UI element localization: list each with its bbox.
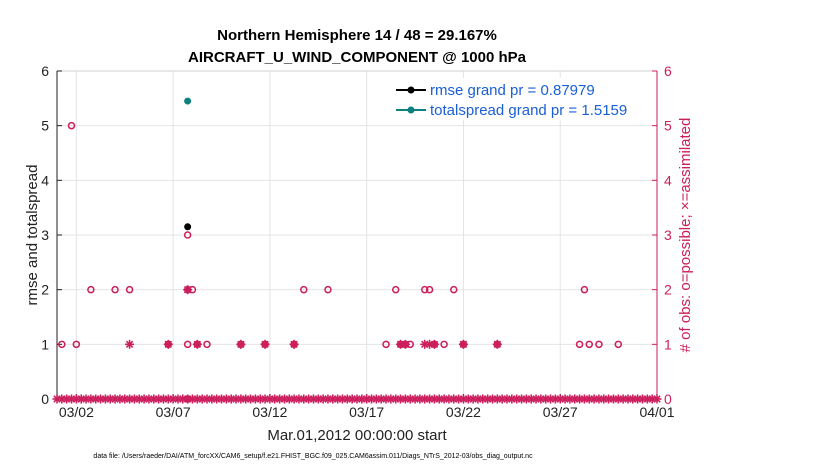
legend-box — [392, 78, 652, 120]
obs-possible-point-24 — [420, 285, 429, 294]
legend-label-rmse: rmse grand pr = 0.87979 — [430, 82, 595, 99]
obs-possible-point-30 — [493, 340, 502, 349]
x-tick-label-3: 03/17 — [349, 404, 384, 420]
obs-possible-point-11 — [188, 285, 197, 294]
obs-possible-point-25 — [425, 285, 434, 294]
obs-assimilated-zero-124 — [652, 394, 662, 404]
obs-possible-point-23 — [406, 340, 414, 349]
y-right-tick-label-6: 6 — [664, 63, 672, 79]
obs-possible-point-6 — [164, 340, 173, 349]
x-tick-label-4: 03/22 — [446, 404, 481, 420]
obs-possible-point-9 — [183, 340, 192, 349]
obs-possible-point-0 — [58, 340, 66, 349]
obs-possible-point-17 — [300, 285, 308, 294]
y-right-tick-label-1: 1 — [664, 336, 672, 352]
obs-possible-point-3 — [87, 285, 95, 294]
x-tick-label-6: 04/01 — [639, 404, 674, 420]
obs-possible-point-7 — [183, 231, 192, 239]
grid — [57, 71, 657, 399]
obs-possible-point-1 — [67, 121, 76, 130]
obs-possible-point-16 — [290, 340, 298, 349]
legend-label-totalspread: totalspread grand pr = 1.5159 — [430, 102, 627, 119]
data-file-footnote: data file: /Users/raeder/DAI/ATM_forcXX/… — [93, 453, 533, 460]
obs-assimilated-zero-row — [52, 394, 662, 404]
obs-marks — [58, 121, 623, 403]
obs-possible-point-13 — [203, 340, 211, 349]
y-axis-label-right: # of obs: o=possible; ×=assimilated — [677, 118, 694, 353]
obs-possible-point-18 — [324, 285, 332, 294]
obs-possible-point-5 — [125, 285, 134, 294]
obs-possible-point-8 — [183, 285, 192, 294]
obs-possible-point-12 — [193, 340, 202, 349]
chart-title-line-1: Northern Hemisphere 14 / 48 = 29.167% — [217, 27, 497, 44]
obs-possible-point-19 — [382, 340, 390, 349]
y-tick-label-6: 6 — [41, 63, 49, 79]
obs-possible-point-32 — [580, 285, 589, 294]
y-right-tick-label-2: 2 — [664, 282, 672, 298]
y-tick-label-4: 4 — [41, 172, 49, 188]
obs-possible-point-26 — [430, 340, 439, 349]
y-right-tick-label-0: 0 — [664, 391, 672, 407]
x-tick-label-5: 03/27 — [543, 404, 578, 420]
obs-possible-point-35 — [614, 340, 623, 349]
y-tick-label-1: 1 — [41, 336, 49, 352]
obs-possible-point-15 — [261, 340, 269, 349]
y-axis-label: rmse and totalspread — [24, 165, 41, 306]
obs-possible-point-34 — [595, 340, 603, 349]
obs-possible-point-33 — [585, 340, 594, 349]
obs-possible-point-10 — [183, 395, 192, 403]
legend-marker-rmse — [407, 86, 415, 94]
axis-ticks: 0 0 1 1 2 2 3 3 4 4 5 5 6 6 03/02 03/07 03/12 03/17 03/22 0… — [41, 63, 675, 420]
y-right-tick-label-3: 3 — [664, 227, 672, 243]
series-marks — [184, 97, 192, 231]
legend-marker-totalspread — [407, 106, 415, 114]
obs-possible-point-20 — [391, 285, 400, 294]
obs-possible-point-28 — [450, 285, 458, 294]
x-tick-label-0: 03/02 — [59, 404, 94, 420]
obs-possible-point-22 — [401, 340, 410, 349]
y-tick-label-0: 0 — [41, 391, 49, 407]
x-axis-label: Mar.01,2012 00:00:00 start — [267, 427, 447, 444]
x-tick-label-1: 03/07 — [156, 404, 191, 420]
totalspread-point-0 — [184, 97, 192, 105]
legend: rmse grand pr = 0.87979 totalspread gran… — [392, 78, 652, 120]
chart-title-line-2: AIRCRAFT_U_WIND_COMPONENT @ 1000 hPa — [188, 49, 527, 66]
obs-possible-point-4 — [111, 285, 119, 294]
obs-assimilated-point-0 — [125, 339, 135, 349]
y-tick-label-2: 2 — [41, 282, 49, 298]
y-right-tick-label-5: 5 — [664, 118, 672, 134]
obs-possible-point-2 — [72, 340, 81, 349]
obs-possible-point-14 — [237, 340, 245, 349]
y-right-tick-label-4: 4 — [664, 172, 672, 188]
x-tick-label-2: 03/12 — [252, 404, 287, 420]
y-tick-label-5: 5 — [41, 118, 49, 134]
y-tick-label-3: 3 — [41, 227, 49, 243]
obs-possible-point-29 — [459, 340, 468, 349]
rmse-point-0 — [184, 223, 192, 231]
obs-possible-point-27 — [440, 340, 448, 349]
obs-possible-point-31 — [575, 340, 584, 349]
obs-possible-point-21 — [396, 340, 405, 349]
